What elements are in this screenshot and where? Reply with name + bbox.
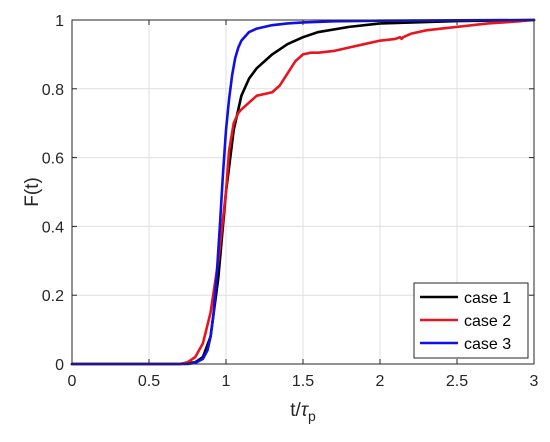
- x-tick-label: 2.5: [446, 373, 468, 390]
- legend-label-1: case 1: [464, 290, 511, 307]
- x-tick-labels: 0 0.5 1 1.5 2 2.5 3: [68, 373, 539, 390]
- x-tick-label: 1.5: [292, 373, 314, 390]
- y-tick-label: 0.8: [42, 82, 64, 99]
- y-tick-labels: 0 0.2 0.4 0.6 0.8 1: [42, 13, 64, 374]
- y-tick-label: 0: [55, 357, 64, 374]
- legend: case 1 case 2 case 3: [413, 282, 529, 359]
- x-tick-label: 1: [222, 373, 231, 390]
- y-tick-label: 1: [55, 13, 64, 30]
- y-tick-label: 0.6: [42, 151, 64, 168]
- series-line-2: [70, 18, 536, 366]
- x-tick-label: 0.5: [138, 373, 160, 390]
- x-axis-label: t/τp: [290, 400, 316, 424]
- x-tick-label: 3: [530, 373, 539, 390]
- legend-label-2: case 2: [464, 313, 511, 330]
- y-axis-label: F(t): [22, 177, 43, 207]
- y-tick-label: 0.4: [42, 219, 64, 236]
- y-tick-label: 0.2: [42, 288, 64, 305]
- x-tick-label: 2: [376, 373, 385, 390]
- legend-label-3: case 3: [464, 336, 511, 353]
- x-axis-label-sub: p: [308, 408, 316, 424]
- x-tick-label: 0: [68, 373, 77, 390]
- x-axis-label-main: t/: [290, 400, 301, 421]
- x-axis-label-tau: τ: [301, 400, 310, 421]
- ticks: [71, 19, 535, 365]
